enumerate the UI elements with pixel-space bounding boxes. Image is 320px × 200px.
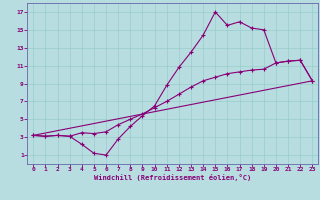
X-axis label: Windchill (Refroidissement éolien,°C): Windchill (Refroidissement éolien,°C)	[94, 174, 252, 181]
